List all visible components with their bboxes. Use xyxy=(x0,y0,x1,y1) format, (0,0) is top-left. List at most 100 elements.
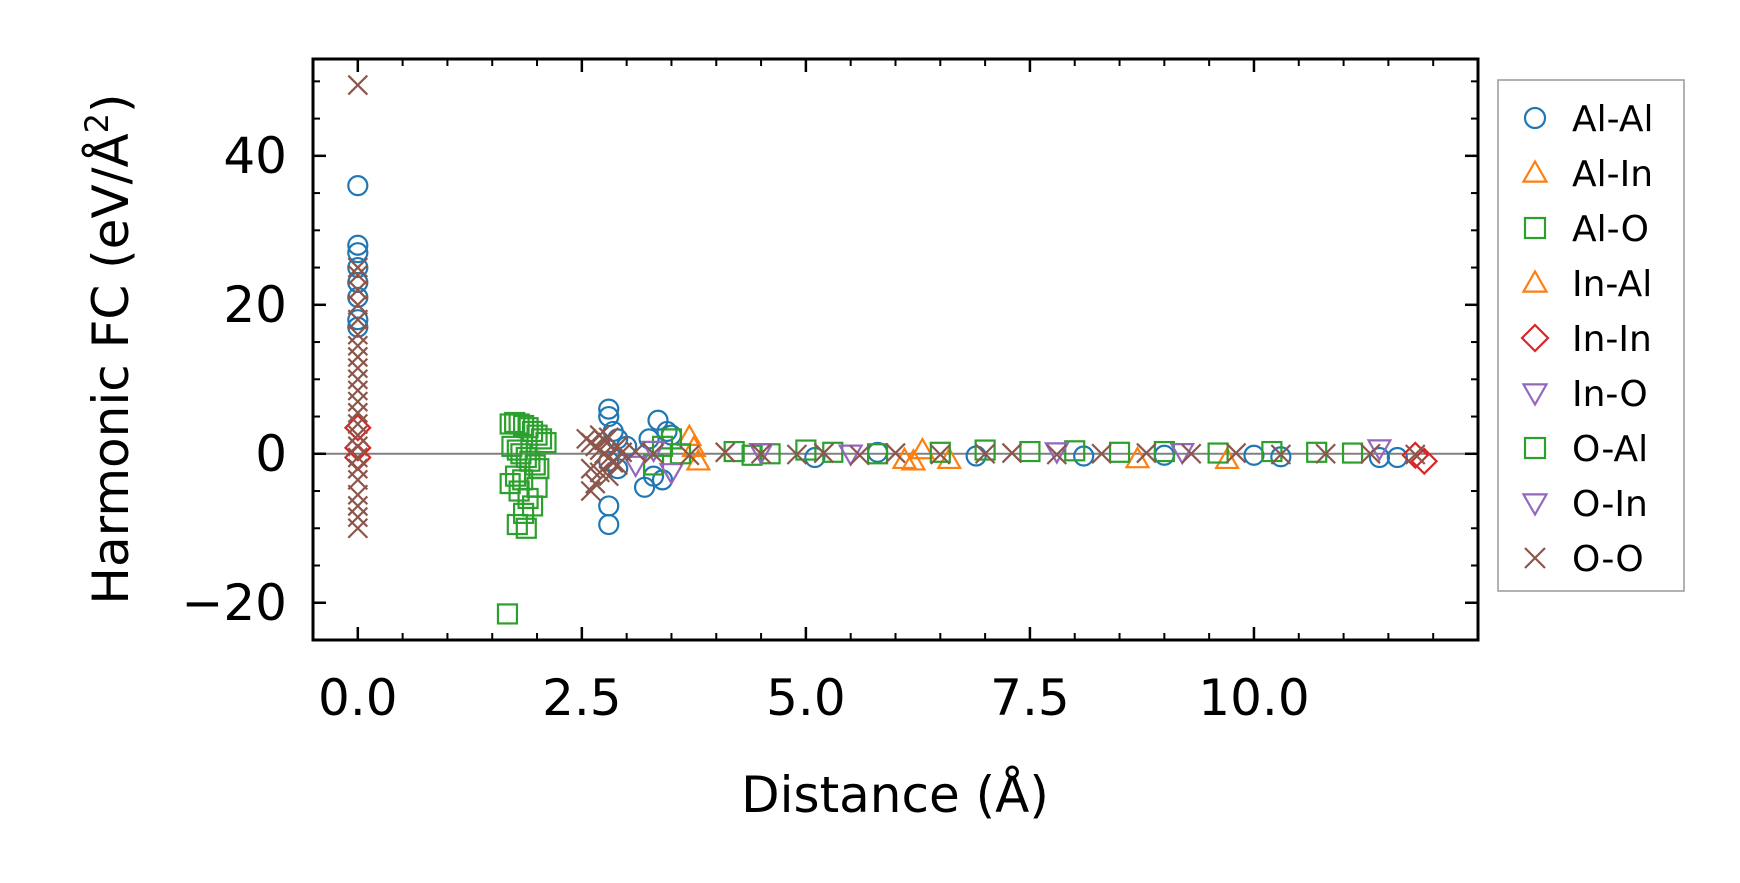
data-point xyxy=(347,74,369,96)
legend-marker-in-in xyxy=(1520,323,1550,353)
data-point xyxy=(1091,443,1112,465)
data-point xyxy=(1261,440,1283,463)
data-point xyxy=(1341,442,1364,464)
data-point xyxy=(602,452,624,473)
y-tick-label: −20 xyxy=(181,574,287,632)
data-point xyxy=(347,271,369,294)
data-point xyxy=(909,436,936,460)
data-point xyxy=(1153,440,1175,463)
data-point xyxy=(1207,442,1229,464)
data-point xyxy=(347,294,369,316)
y-axis-title-main: Harmonic FC (eV/Å xyxy=(82,133,140,604)
data-point xyxy=(496,603,519,625)
x-tick-label: 7.5 xyxy=(990,669,1070,727)
data-point xyxy=(929,441,951,463)
x-tick-labels: 0.0 2.5 5.0 7.5 10.0 xyxy=(318,669,1310,727)
data-point xyxy=(598,398,620,420)
data-point xyxy=(930,444,951,465)
data-point xyxy=(1214,446,1240,470)
data-point xyxy=(347,242,369,264)
data-point xyxy=(866,443,889,465)
legend-label: Al-O xyxy=(1572,209,1649,250)
legend-marker-al-o xyxy=(1523,216,1547,240)
data-point xyxy=(714,442,736,463)
series-o-o xyxy=(347,74,1426,539)
data-point xyxy=(642,465,665,487)
data-point xyxy=(1404,444,1426,465)
data-point xyxy=(535,432,557,454)
data-point xyxy=(640,440,667,464)
data-point xyxy=(622,455,649,479)
data-point xyxy=(524,454,546,476)
data-point xyxy=(974,443,996,465)
x-axis-title: Distance (Å) xyxy=(741,766,1049,824)
data-point xyxy=(347,286,369,308)
data-point xyxy=(1386,446,1408,469)
data-point xyxy=(795,439,817,461)
data-point xyxy=(347,175,369,197)
data-point xyxy=(849,444,870,466)
data-point xyxy=(974,439,996,461)
legend-label: In-In xyxy=(1572,319,1652,360)
legend-marker-al-in xyxy=(1521,159,1549,183)
legend-marker-o-in xyxy=(1521,493,1549,517)
legend-label: Al-Al xyxy=(1572,99,1653,140)
data-point xyxy=(530,428,553,450)
data-point xyxy=(347,234,369,256)
legend-label: Al-In xyxy=(1572,154,1653,195)
legend-label: In-O xyxy=(1572,374,1648,415)
y-axis-title-superscript: 2 xyxy=(78,113,116,133)
plot-frame xyxy=(311,57,1480,642)
data-point xyxy=(607,454,628,476)
data-points xyxy=(343,74,1439,625)
data-point xyxy=(1043,442,1070,465)
y-tick-labels: −20 0 20 40 xyxy=(181,127,287,632)
x-tick-label: 10.0 xyxy=(1198,669,1309,727)
legend-label: O-Al xyxy=(1572,429,1648,470)
data-point xyxy=(1136,442,1157,464)
legend: Al-Al Al-In Al-O In-Al In-In In-O O-Al O-In O-O xyxy=(1497,79,1685,592)
legend-marker-al-al xyxy=(1523,106,1547,130)
data-point xyxy=(347,256,369,279)
data-point xyxy=(515,517,537,539)
data-point xyxy=(656,420,678,443)
data-point xyxy=(1360,443,1381,465)
data-point xyxy=(347,279,369,301)
axis-ticks xyxy=(312,59,1479,641)
data-point xyxy=(347,309,369,330)
y-tick-label: 40 xyxy=(223,127,287,185)
x-tick-label: 5.0 xyxy=(766,669,846,727)
data-point xyxy=(1180,443,1202,465)
data-point xyxy=(748,442,774,466)
legend-marker-o-al xyxy=(1523,436,1547,460)
x-tick-label: 0.0 xyxy=(318,669,398,727)
data-point xyxy=(658,463,685,486)
data-point xyxy=(1410,447,1439,476)
data-point xyxy=(1064,440,1086,462)
data-point xyxy=(347,469,369,491)
data-point xyxy=(1108,441,1131,463)
legend-marker-in-al xyxy=(1521,269,1549,293)
legend-label: O-In xyxy=(1572,484,1648,525)
data-point xyxy=(1001,442,1023,464)
data-point xyxy=(347,517,369,539)
data-point xyxy=(347,316,369,338)
data-point xyxy=(679,444,700,466)
data-point xyxy=(347,257,369,278)
data-point xyxy=(900,448,927,471)
data-point xyxy=(1270,444,1292,465)
series-al-o-outlier xyxy=(496,603,519,625)
data-point xyxy=(521,495,544,517)
data-point xyxy=(589,462,611,483)
data-point xyxy=(885,442,906,464)
data-point xyxy=(750,443,772,465)
data-point xyxy=(347,309,369,331)
data-point xyxy=(343,413,372,442)
legend-label: O-O xyxy=(1572,539,1644,580)
y-tick-label: 0 xyxy=(255,425,287,483)
y-tick-label: 20 xyxy=(223,276,287,334)
data-point xyxy=(1225,442,1247,464)
legend-marker-o-o xyxy=(1524,547,1546,569)
legend-marker-in-o xyxy=(1521,383,1549,407)
